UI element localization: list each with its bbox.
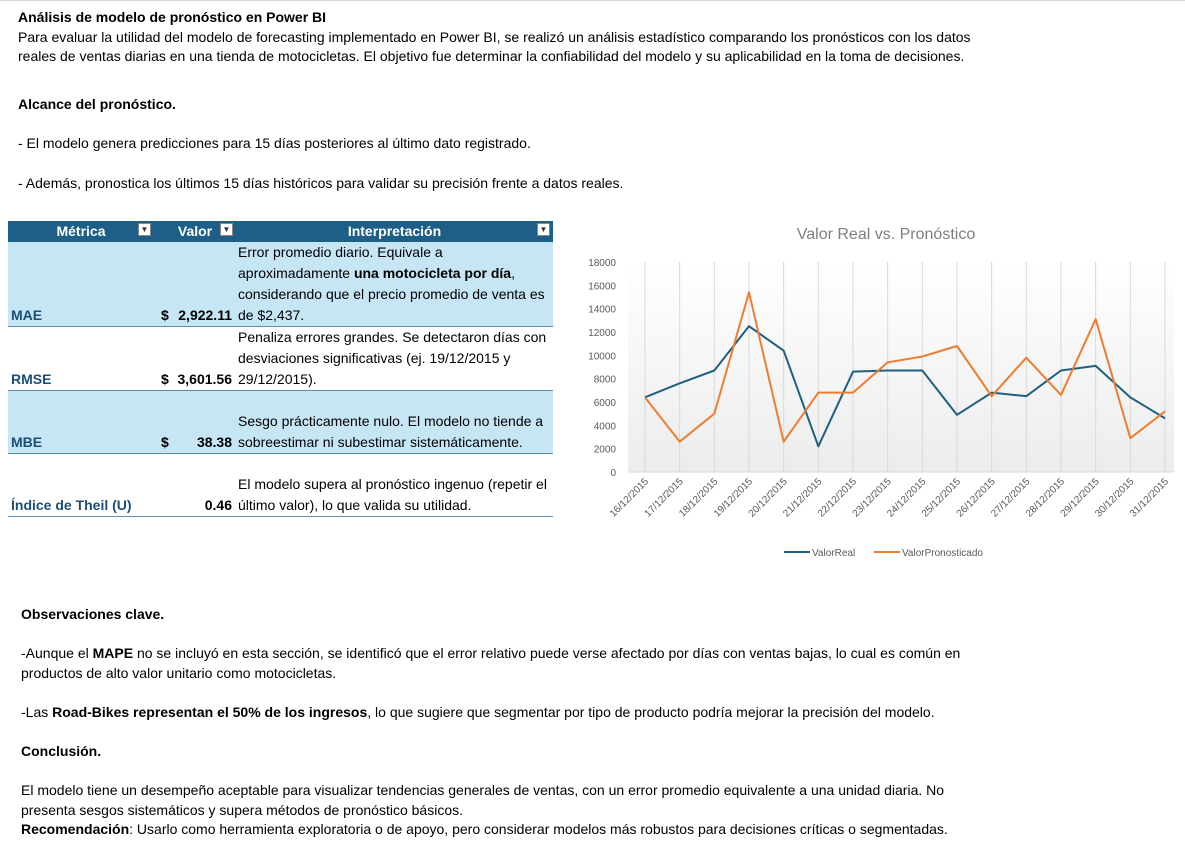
metric-interpretation: Error promedio diario. Equivale a aproxi…	[236, 241, 553, 327]
y-tick-label: 6000	[594, 398, 617, 409]
text-span: no se incluyó en esta sección, se identi…	[133, 645, 961, 661]
y-tick-label: 4000	[594, 421, 617, 432]
conclusion-heading: Conclusión.	[21, 743, 102, 759]
chart-series	[644, 291, 1166, 448]
text-span: -Las	[21, 704, 53, 720]
observation-1-line-1: -Aunque el MAPE no se incluyó en esta se…	[21, 643, 960, 663]
metric-value-number: 38.38	[196, 434, 232, 450]
y-tick-label: 10000	[588, 351, 616, 362]
metric-value: $3,601.56	[154, 326, 236, 391]
series-line-ValorReal	[644, 325, 1166, 448]
metric-name: Índice de Theil (U)	[8, 453, 154, 517]
table-row: MAE $2,922.11 Error promedio diario. Equ…	[8, 241, 553, 327]
scope-bullet-2: - Además, pronostica los últimos 15 días…	[18, 175, 624, 191]
metric-name: RMSE	[8, 326, 154, 391]
bold-term: MAPE	[92, 645, 134, 661]
chart-grid	[628, 262, 1174, 473]
interp-text: Error promedio diario. Equivale a aproxi…	[238, 244, 443, 281]
metric-name: MAE	[8, 241, 154, 327]
y-tick-label: 12000	[588, 328, 616, 339]
filter-dropdown-icon[interactable]: ▼	[220, 223, 233, 236]
y-tick-label: 16000	[588, 281, 616, 292]
bold-term: Road-Bikes representan el 50% de los ing…	[52, 704, 368, 720]
y-tick-label: 0	[610, 468, 616, 479]
y-tick-label: 14000	[588, 305, 616, 316]
interp-text: , considerando que el precio promedio de…	[238, 265, 545, 323]
metric-value-number: 0.46	[204, 497, 232, 513]
intro-line-1: Para evaluar la utilidad del modelo de f…	[18, 29, 971, 45]
header-value: Valor ▼	[154, 221, 236, 242]
line-chart[interactable]: 0 2000 4000 6000 8000 10000 12000 14000 16000 180…	[570, 220, 1182, 565]
table-header-row: Métrica ▼ Valor ▼ Interpretación ▼	[8, 221, 553, 242]
conclusion-line-2: presenta sesgos sistemáticos y supera mé…	[21, 802, 464, 818]
page-title: Análisis de modelo de pronóstico en Powe…	[18, 9, 327, 25]
scope-bullet-1: - El modelo genera predicciones para 15 …	[18, 135, 531, 151]
metric-interpretation: Penaliza errores grandes. Se detectaron …	[236, 326, 553, 391]
table-row: Índice de Theil (U) 0.46 El modelo super…	[8, 453, 553, 517]
observations-heading: Observaciones clave.	[21, 606, 165, 622]
table-row: RMSE $3,601.56 Penaliza errores grandes.…	[8, 326, 553, 391]
currency-symbol: $	[161, 434, 169, 450]
legend-label: ValorPronosticado	[902, 548, 983, 559]
series-line-ValorPronosticado	[644, 291, 1166, 443]
y-tick-label: 8000	[594, 375, 617, 386]
scope-heading: Alcance del pronóstico.	[18, 96, 176, 112]
metric-value: 0.46	[154, 453, 236, 517]
metric-value: $2,922.11	[154, 241, 236, 327]
chart-legend: ValorReal ValorPronosticado	[784, 548, 983, 559]
metric-interpretation: Sesgo prácticamente nulo. El modelo no t…	[236, 390, 553, 454]
recommendation: Recomendación: Usarlo como herramienta e…	[21, 819, 948, 839]
currency-symbol: $	[161, 371, 169, 387]
header-interpretation: Interpretación ▼	[236, 221, 553, 242]
chart-title: Valor Real vs. Pronóstico	[796, 226, 976, 243]
text-span: -Aunque el	[21, 645, 93, 661]
sheet-top-border	[0, 0, 1185, 1]
header-metric-label: Métrica	[56, 223, 106, 239]
observation-2: -Las Road-Bikes representan el 50% de lo…	[21, 702, 935, 722]
header-metric: Métrica ▼	[8, 221, 154, 242]
x-axis-ticks: 16/12/201517/12/201518/12/201519/12/2015…	[608, 476, 1171, 519]
recommendation-text: : Usarlo como herramienta exploratoria o…	[129, 821, 948, 837]
metric-interpretation: El modelo supera al pronóstico ingenuo (…	[236, 453, 553, 517]
currency-symbol: $	[161, 307, 169, 323]
metric-value: $38.38	[154, 390, 236, 454]
metric-value-number: 3,601.56	[177, 371, 233, 387]
filter-dropdown-icon[interactable]: ▼	[537, 223, 550, 236]
intro-line-2: reales de ventas diarias en una tienda d…	[18, 48, 965, 64]
recommendation-label: Recomendación	[21, 821, 130, 837]
interp-bold-text: una motocicleta por día	[353, 265, 512, 281]
conclusion-line-1: El modelo tiene un desempeño aceptable p…	[21, 782, 945, 798]
y-tick-label: 2000	[594, 445, 617, 456]
y-axis-ticks: 0 2000 4000 6000 8000 10000 12000 14000 16000 180…	[588, 258, 616, 479]
header-value-label: Valor	[177, 223, 213, 239]
observation-1-line-2: productos de alto valor unitario como mo…	[21, 665, 337, 681]
table-row: MBE $38.38 Sesgo prácticamente nulo. El …	[8, 390, 553, 454]
filter-dropdown-icon[interactable]: ▼	[138, 223, 151, 236]
legend-label: ValorReal	[812, 548, 855, 559]
text-span: , lo que sugiere que segmentar por tipo …	[367, 704, 935, 720]
metrics-table: Métrica ▼ Valor ▼ Interpretación ▼ MAE $…	[8, 221, 553, 517]
header-interpretation-label: Interpretación	[347, 223, 442, 239]
metric-name: MBE	[8, 390, 154, 454]
y-tick-label: 18000	[588, 258, 616, 269]
metric-value-number: 2,922.11	[178, 307, 232, 323]
